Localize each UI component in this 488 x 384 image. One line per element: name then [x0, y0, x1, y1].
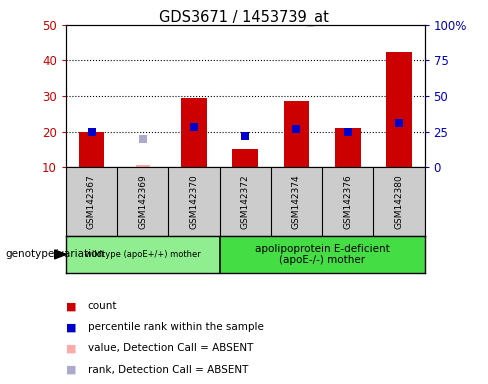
Text: GSM142370: GSM142370	[189, 174, 199, 229]
Text: count: count	[88, 301, 117, 311]
Text: wildtype (apoE+/+) mother: wildtype (apoE+/+) mother	[85, 250, 201, 259]
Bar	[220, 236, 425, 273]
Bar	[335, 128, 361, 167]
Text: rank, Detection Call = ABSENT: rank, Detection Call = ABSENT	[88, 364, 248, 375]
Text: GSM142369: GSM142369	[138, 174, 147, 229]
Bar	[181, 98, 207, 167]
Text: percentile rank within the sample: percentile rank within the sample	[88, 322, 264, 333]
Text: GSM142367: GSM142367	[87, 174, 96, 229]
Text: value, Detection Call = ABSENT: value, Detection Call = ABSENT	[88, 343, 253, 354]
Bar	[386, 51, 412, 167]
Text: GSM142376: GSM142376	[343, 174, 352, 229]
Bar	[66, 236, 220, 273]
Text: apolipoprotein E-deficient
(apoE-/-) mother: apolipoprotein E-deficient (apoE-/-) mot…	[255, 243, 389, 265]
Text: ■: ■	[66, 322, 77, 333]
Text: GDS3671 / 1453739_at: GDS3671 / 1453739_at	[159, 10, 329, 26]
Text: ■: ■	[66, 301, 77, 311]
Text: genotype/variation: genotype/variation	[5, 249, 104, 260]
Text: ■: ■	[66, 364, 77, 375]
Polygon shape	[55, 250, 66, 259]
Bar	[79, 131, 104, 167]
Text: GSM142374: GSM142374	[292, 174, 301, 229]
Text: GSM142372: GSM142372	[241, 174, 250, 229]
Text: ■: ■	[66, 343, 77, 354]
Text: GSM142380: GSM142380	[394, 174, 404, 229]
Bar	[136, 165, 150, 167]
Bar	[232, 149, 258, 167]
Bar	[284, 101, 309, 167]
